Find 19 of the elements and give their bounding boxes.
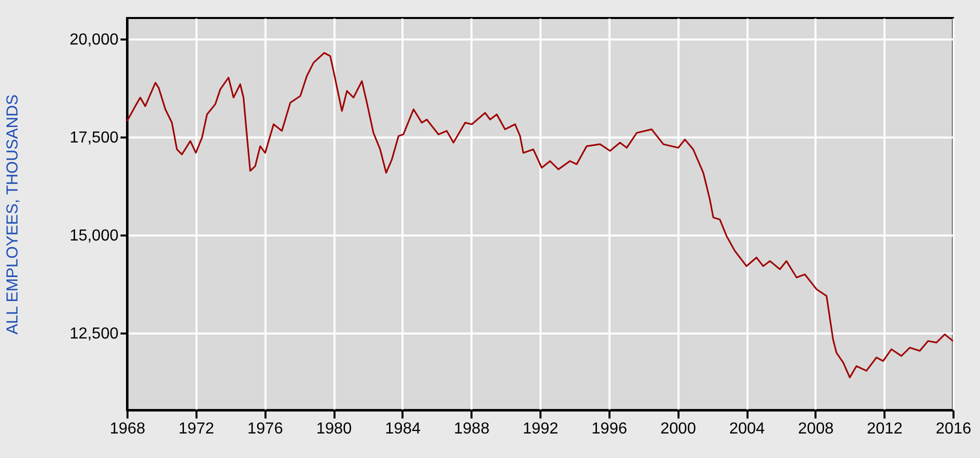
y-tick-label: 12,500 — [70, 325, 119, 342]
x-tick-label: 2012 — [866, 420, 903, 438]
x-tick-label: 1976 — [247, 420, 284, 438]
y-axis-title: ALL EMPLOYEES, THOUSANDS — [4, 94, 22, 335]
y-tick-label: 20,000 — [70, 31, 119, 48]
x-tick-label: 1972 — [178, 420, 214, 438]
line-series — [126, 52, 954, 378]
x-tick-label: 1992 — [522, 420, 558, 438]
x-tick-label: 1996 — [592, 420, 628, 438]
x-tick-label: 2008 — [798, 420, 834, 438]
x-tick-label: 1968 — [110, 420, 146, 438]
y-tick-label: 15,000 — [70, 227, 119, 244]
x-tick-label: 2004 — [729, 420, 765, 438]
x-tick-label: 2016 — [936, 420, 972, 438]
x-tick-label: 1984 — [385, 420, 421, 438]
x-tick-label: 1988 — [454, 420, 490, 438]
x-tick-label: 1980 — [316, 420, 352, 438]
y-tick-label: 17,500 — [70, 129, 119, 146]
x-tick-label: 2000 — [660, 420, 696, 438]
